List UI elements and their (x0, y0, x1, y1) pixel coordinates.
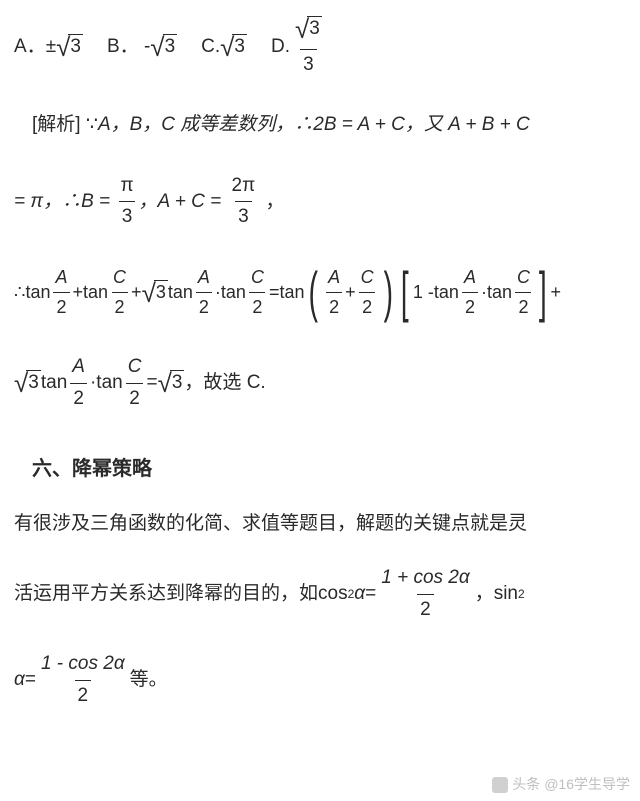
sqrt-icon: √3 (150, 34, 177, 60)
analysis-label: [解析] (32, 112, 81, 139)
option-a-sign: ± (46, 34, 56, 61)
analysis-line-3: ∴tan A2 + tan C2 + √3 tan A2 · tan C2 = … (14, 265, 626, 320)
left-bracket-icon: [ (401, 267, 409, 317)
section-6-title: 六、降幂策略 (14, 455, 626, 483)
section-6-line-1: 有很涉及三角函数的化简、求值等题目，解题的关键点就是灵 (14, 511, 626, 538)
frac-cos: 1 + cos 2α 2 (378, 565, 472, 623)
watermark-text: 头条 @16学生导学 (512, 775, 630, 795)
section-6-line-3: α = 1 - cos 2α 2 等。 (14, 651, 626, 709)
right-bracket-icon: ] (539, 267, 547, 317)
logo-icon (492, 777, 508, 793)
left-paren-icon: ( (309, 267, 318, 317)
option-d: D. √3 3 (271, 16, 327, 78)
options-row: A． ± √3 B． - √3 C. √3 D. √3 3 (14, 16, 626, 78)
frac-2pi-3: 2π 3 (229, 173, 259, 231)
frac-sin: 1 - cos 2α 2 (38, 651, 128, 709)
frac-pi-3: π 3 (117, 173, 136, 231)
sqrt-icon: √3 (56, 34, 83, 60)
analysis-line-1: [解析] ∵ A，B，C 成等差数列，∴2B = A + C，又 A + B +… (14, 112, 626, 139)
section-6-line-2: 活运用平方关系达到降幂的目的，如cos 2 α = 1 + cos 2α 2 ，… (14, 565, 626, 623)
analysis-line-4: √3 tan A2 · tan C2 = √3 ，故选 C. (14, 354, 626, 412)
sqrt-icon: √3 (220, 34, 247, 60)
watermark: 头条 @16学生导学 (492, 775, 630, 795)
option-a: A． ± √3 (14, 34, 83, 61)
option-d-frac: √3 3 (292, 16, 325, 78)
option-b-prefix: B． (107, 34, 139, 61)
option-c: C. √3 (201, 34, 247, 61)
option-a-prefix: A． (14, 34, 46, 61)
option-d-prefix: D. (271, 34, 290, 61)
right-paren-icon: ) (383, 267, 392, 317)
analysis-text: A，B，C 成等差数列，∴2B = A + C，又 A + B + C (98, 112, 530, 139)
analysis-line-2: = π，∴B = π 3 ，A + C = 2π 3 ， (14, 173, 626, 231)
option-c-prefix: C. (201, 34, 220, 61)
option-b: B． - √3 (107, 34, 177, 61)
